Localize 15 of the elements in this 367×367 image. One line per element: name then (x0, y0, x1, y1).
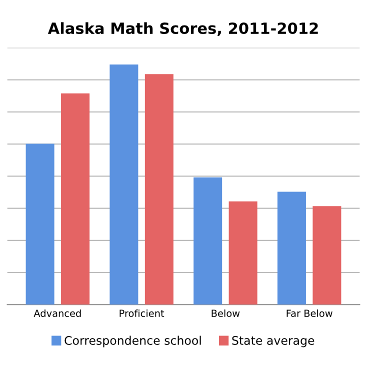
legend-label: State average (232, 336, 314, 348)
x-tick-label: Proficient (120, 309, 164, 317)
bar (228, 201, 258, 305)
bar (194, 177, 222, 305)
bar (144, 74, 174, 305)
legend-label: Correspondence school (64, 336, 201, 348)
bar (277, 192, 306, 305)
x-tick-label: Far Below (286, 309, 332, 317)
bar (26, 144, 54, 305)
x-tick-label: Below (212, 309, 240, 317)
bar (312, 206, 342, 305)
bar (61, 93, 90, 305)
bar (110, 64, 138, 305)
chart-title: Alaska Math Scores, 2011-2012 (48, 22, 318, 36)
x-tick-label: Advanced (34, 309, 81, 317)
